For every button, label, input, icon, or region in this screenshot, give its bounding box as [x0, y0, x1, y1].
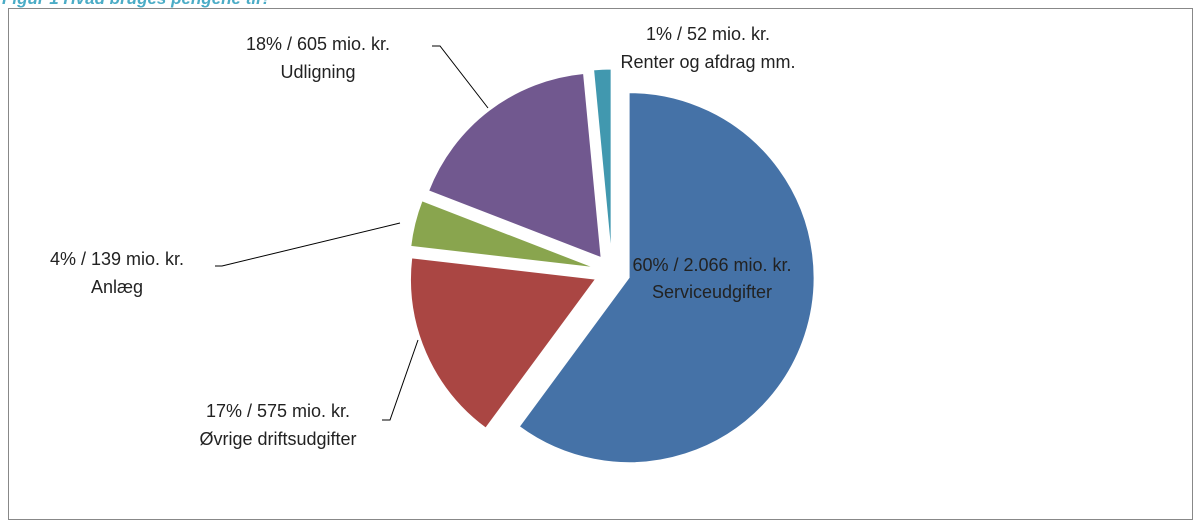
pie-slice [427, 72, 602, 259]
pie-slice [409, 257, 597, 429]
pie-slice [410, 200, 595, 269]
value-label: 4% / 139 mio. kr. [50, 249, 184, 269]
value-label: 1% / 52 mio. kr. [646, 24, 770, 44]
pie-slice [593, 68, 612, 255]
value-label: 18% / 605 mio. kr. [246, 34, 390, 54]
data-label: 60% / 2.066 mio. kr. Serviceudgifter [632, 252, 792, 306]
chart-title: Figur 1 Hvad bruges pengene til? [2, 0, 271, 9]
leader-line [432, 45, 489, 109]
category-label: Udligning [280, 62, 355, 82]
pie-slice [518, 92, 815, 464]
value-label: 60% / 2.066 mio. kr. [632, 255, 792, 275]
category-label: Serviceudgifter [651, 282, 773, 302]
leader-line [215, 222, 401, 267]
chart-frame [8, 8, 1193, 520]
category-label: Øvrige driftsudgifter [199, 429, 356, 449]
category-label: Anlæg [91, 277, 143, 297]
value-label: 17% / 575 mio. kr. [206, 401, 350, 421]
leader-line [382, 339, 419, 421]
category-label: Renter og afdrag mm. [620, 52, 795, 72]
